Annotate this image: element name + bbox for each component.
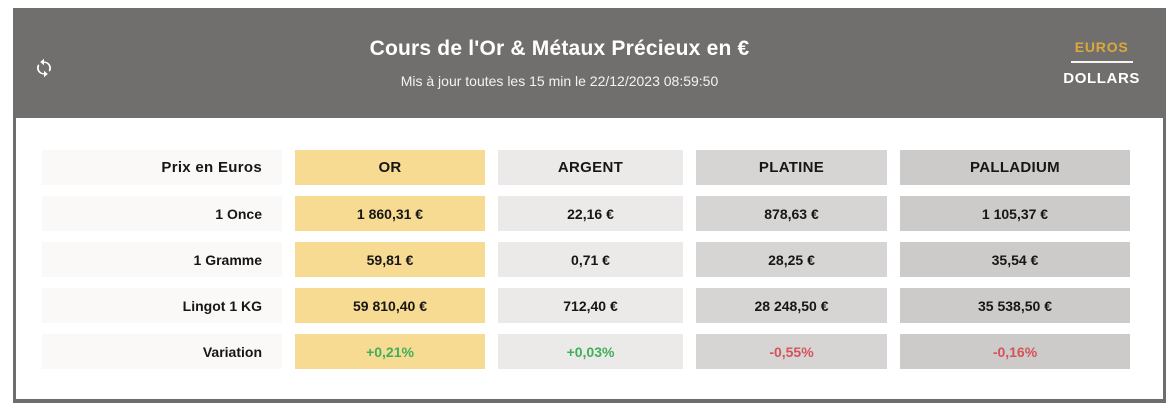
- row-label-variation: Variation: [42, 334, 282, 369]
- refresh-button[interactable]: [31, 56, 57, 82]
- refresh-icon: [32, 58, 56, 83]
- cell-or-variation: +0,21%: [295, 334, 485, 369]
- page-title: Cours de l'Or & Métaux Précieux en €: [369, 37, 750, 60]
- cell-argent-once: 22,16 €: [498, 196, 683, 231]
- cell-platine-lingot: 28 248,50 €: [696, 288, 887, 323]
- cell-palladium-variation: -0,16%: [900, 334, 1130, 369]
- table-corner-label: Prix en Euros: [42, 150, 282, 185]
- row-label-gramme: 1 Gramme: [42, 242, 282, 277]
- cell-palladium-lingot: 35 538,50 €: [900, 288, 1130, 323]
- row-label-once: 1 Once: [42, 196, 282, 231]
- widget-header: Cours de l'Or & Métaux Précieux en € Mis…: [13, 8, 1166, 118]
- cell-argent-gramme: 0,71 €: [498, 242, 683, 277]
- price-table-container: Prix en Euros OR ARGENT PLATINE PALLADIU…: [16, 118, 1163, 369]
- cell-or-lingot: 59 810,40 €: [295, 288, 485, 323]
- currency-toggle: EUROS DOLLARS: [1061, 39, 1142, 87]
- cell-or-gramme: 59,81 €: [295, 242, 485, 277]
- update-status: Mis à jour toutes les 15 min le 22/12/20…: [400, 73, 719, 89]
- header-titles: Cours de l'Or & Métaux Précieux en € Mis…: [370, 37, 750, 89]
- currency-toggle-divider: [1070, 61, 1133, 63]
- column-header-palladium: PALLADIUM: [900, 150, 1130, 185]
- column-header-platine: PLATINE: [696, 150, 887, 185]
- cell-palladium-gramme: 35,54 €: [900, 242, 1130, 277]
- cell-argent-variation: +0,03%: [498, 334, 683, 369]
- column-header-argent: ARGENT: [498, 150, 683, 185]
- cell-palladium-once: 1 105,37 €: [900, 196, 1130, 231]
- currency-option-dollars[interactable]: DOLLARS: [1063, 70, 1140, 87]
- cell-argent-lingot: 712,40 €: [498, 288, 683, 323]
- cell-or-once: 1 860,31 €: [295, 196, 485, 231]
- column-header-or: OR: [295, 150, 485, 185]
- cell-platine-variation: -0,55%: [696, 334, 887, 369]
- price-table: Prix en Euros OR ARGENT PLATINE PALLADIU…: [42, 150, 1163, 369]
- precious-metals-price-widget: Cours de l'Or & Métaux Précieux en € Mis…: [13, 8, 1166, 403]
- cell-platine-gramme: 28,25 €: [696, 242, 887, 277]
- currency-option-euros[interactable]: EUROS: [1074, 39, 1129, 55]
- cell-platine-once: 878,63 €: [696, 196, 887, 231]
- row-label-lingot: Lingot 1 KG: [42, 288, 282, 323]
